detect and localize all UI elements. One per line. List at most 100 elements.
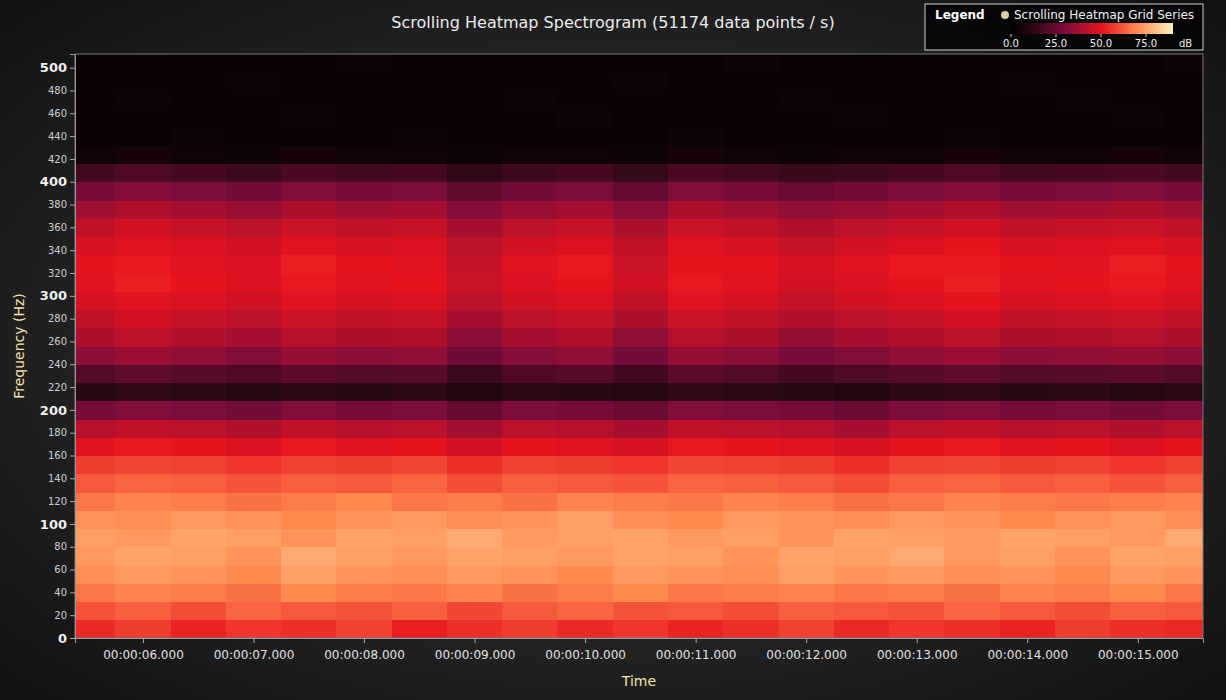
heatmap-cell bbox=[115, 419, 171, 438]
heatmap-cell bbox=[171, 510, 227, 529]
heatmap-cell bbox=[613, 91, 669, 110]
y-tick-mark bbox=[70, 592, 75, 593]
x-tick: 00:00:06.000 bbox=[103, 638, 184, 662]
heatmap-cell bbox=[1055, 474, 1111, 493]
heatmap-cell bbox=[171, 91, 227, 110]
y-tick-mark bbox=[70, 615, 75, 616]
heatmap-cell bbox=[281, 182, 337, 201]
heatmap-cell bbox=[1000, 529, 1056, 548]
y-tick-mark bbox=[70, 547, 75, 548]
heatmap-cell bbox=[1055, 547, 1111, 566]
heatmap-cell bbox=[1165, 547, 1203, 566]
heatmap-cell bbox=[171, 437, 227, 456]
heatmap-cell bbox=[336, 547, 392, 566]
y-tick-mark bbox=[70, 570, 75, 571]
heatmap-cell bbox=[668, 237, 724, 256]
heatmap-cell bbox=[889, 510, 945, 529]
y-tick-mark bbox=[70, 410, 75, 411]
heatmap-cell bbox=[447, 164, 503, 183]
heatmap-cell bbox=[834, 164, 890, 183]
x-tick: 00:00:15.000 bbox=[1098, 638, 1179, 662]
heatmap-cell bbox=[613, 291, 669, 310]
heatmap-cell bbox=[392, 401, 448, 420]
heatmap-cell bbox=[557, 565, 613, 584]
heatmap-cell bbox=[834, 127, 890, 146]
heatmap-cell bbox=[171, 237, 227, 256]
y-tick-label: 340 bbox=[48, 245, 67, 256]
heatmap-cell bbox=[1165, 620, 1203, 638]
heatmap-cell bbox=[392, 565, 448, 584]
heatmap-cell bbox=[557, 72, 613, 91]
heatmap-cell bbox=[1165, 529, 1203, 548]
heatmap-cell bbox=[1000, 492, 1056, 511]
heatmap-cell bbox=[834, 237, 890, 256]
y-tick-label: 20 bbox=[54, 610, 67, 621]
heatmap-cell bbox=[392, 273, 448, 292]
heatmap-cell bbox=[1055, 437, 1111, 456]
heatmap-cell bbox=[1055, 255, 1111, 274]
colorbar-tick-label: 50.0 bbox=[1090, 38, 1112, 49]
heatmap-cell bbox=[723, 218, 779, 237]
y-tick-mark bbox=[70, 341, 75, 342]
heatmap-cell bbox=[557, 620, 613, 638]
heatmap-cell bbox=[1000, 200, 1056, 219]
heatmap-cell bbox=[447, 401, 503, 420]
heatmap-cell bbox=[1055, 383, 1111, 402]
legend-marker bbox=[1001, 11, 1009, 19]
y-tick-mark bbox=[70, 91, 75, 92]
heatmap-cell bbox=[336, 620, 392, 638]
heatmap-cell bbox=[75, 456, 116, 475]
heatmap-cell bbox=[447, 492, 503, 511]
heatmap-cell bbox=[281, 346, 337, 365]
heatmap-cell bbox=[226, 419, 282, 438]
heatmap-cell bbox=[336, 109, 392, 128]
heatmap-cell bbox=[613, 474, 669, 493]
y-tick: 200 bbox=[40, 403, 75, 418]
heatmap-cell bbox=[1110, 474, 1166, 493]
heatmap-cell bbox=[779, 218, 835, 237]
heatmap-cell bbox=[115, 328, 171, 347]
heatmap-cell bbox=[281, 383, 337, 402]
heatmap-cell bbox=[557, 237, 613, 256]
heatmap-cell bbox=[447, 273, 503, 292]
heatmap-cell bbox=[115, 182, 171, 201]
heatmap-cell bbox=[723, 72, 779, 91]
y-tick: 140 bbox=[48, 473, 75, 484]
heatmap-cell bbox=[1110, 419, 1166, 438]
heatmap-cell bbox=[75, 492, 116, 511]
heatmap-cell bbox=[75, 127, 116, 146]
heatmap-cell bbox=[171, 109, 227, 128]
heatmap-cell bbox=[336, 218, 392, 237]
heatmap-cell bbox=[502, 310, 558, 329]
heatmap-cell bbox=[834, 200, 890, 219]
y-tick-label: 480 bbox=[48, 85, 67, 96]
heatmap-cell bbox=[447, 72, 503, 91]
heatmap-cell bbox=[281, 510, 337, 529]
y-tick: 380 bbox=[48, 199, 75, 210]
heatmap-cell bbox=[281, 529, 337, 548]
heatmap-cell bbox=[1055, 583, 1111, 602]
heatmap-cell bbox=[447, 510, 503, 529]
x-tick-label: 00:00:10.000 bbox=[545, 648, 626, 662]
heatmap-cell bbox=[171, 383, 227, 402]
legend: LegendScrolling Heatmap Grid Series0.025… bbox=[925, 4, 1203, 50]
heatmap-cell bbox=[889, 419, 945, 438]
heatmap-cell bbox=[779, 182, 835, 201]
heatmap-cell bbox=[723, 273, 779, 292]
heatmap-cell bbox=[447, 565, 503, 584]
heatmap-cell bbox=[723, 182, 779, 201]
heatmap-cell bbox=[75, 602, 116, 621]
heatmap-cell bbox=[226, 328, 282, 347]
heatmap-cell bbox=[1000, 237, 1056, 256]
heatmap-cell bbox=[723, 127, 779, 146]
heatmap-cell bbox=[834, 492, 890, 511]
heatmap-cell bbox=[944, 328, 1000, 347]
heatmap-cell bbox=[889, 437, 945, 456]
heatmap-cell bbox=[502, 456, 558, 475]
heatmap-cell bbox=[889, 565, 945, 584]
heatmap-cell bbox=[447, 54, 503, 73]
heatmap-cell bbox=[392, 583, 448, 602]
heatmap-cell bbox=[115, 401, 171, 420]
heatmap-cell bbox=[115, 237, 171, 256]
heatmap-cell bbox=[392, 91, 448, 110]
